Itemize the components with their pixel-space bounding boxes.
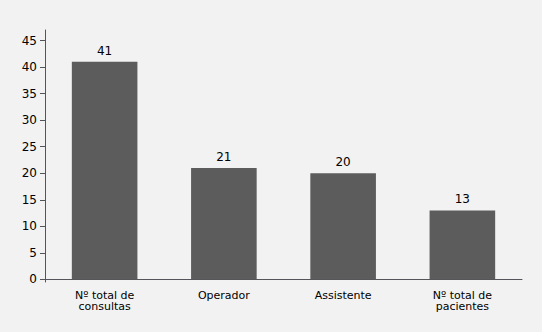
svg-text:35: 35 xyxy=(22,87,37,101)
svg-text:consultas: consultas xyxy=(78,300,131,313)
svg-text:5: 5 xyxy=(29,246,37,260)
svg-text:Nº total de: Nº total de xyxy=(75,289,135,302)
svg-text:40: 40 xyxy=(22,60,37,74)
svg-text:13: 13 xyxy=(455,192,470,206)
svg-text:30: 30 xyxy=(22,113,37,127)
svg-text:41: 41 xyxy=(97,44,112,58)
svg-text:0: 0 xyxy=(29,272,37,286)
svg-text:Operador: Operador xyxy=(198,289,250,302)
svg-text:15: 15 xyxy=(22,193,37,207)
svg-text:25: 25 xyxy=(22,140,37,154)
svg-text:20: 20 xyxy=(22,166,37,180)
svg-text:20: 20 xyxy=(335,155,350,169)
svg-text:10: 10 xyxy=(22,219,37,233)
svg-text:pacientes: pacientes xyxy=(436,300,490,313)
svg-text:Assistente: Assistente xyxy=(315,289,372,302)
svg-text:21: 21 xyxy=(216,150,231,164)
svg-text:45: 45 xyxy=(22,34,37,48)
svg-text:Nº total de: Nº total de xyxy=(432,289,492,302)
